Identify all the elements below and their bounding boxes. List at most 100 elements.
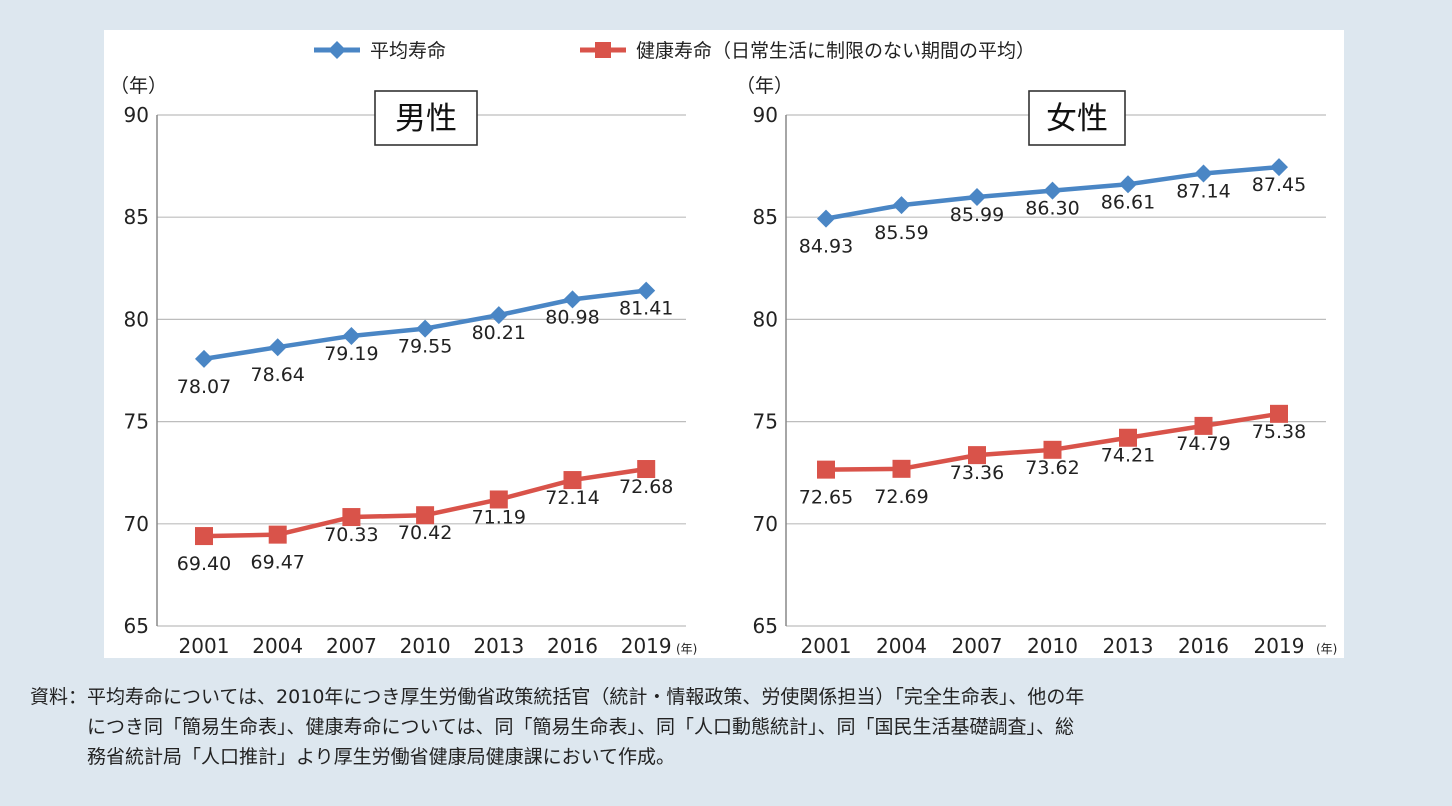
chart-0: 65 70 75 80 85 90 （年） 2001 2004 2007 2010 2013 2016 2… [110,75,697,658]
data-point [195,527,213,546]
data-label: 73.36 [950,462,1004,484]
data-label: 87.14 [1176,180,1230,202]
data-point [968,187,986,206]
data-label: 87.45 [1252,174,1306,196]
data-point [489,490,508,509]
data-point [195,349,213,368]
y-tick-0: 65 [124,614,149,638]
series-0: 78.07 78.64 79.19 79.55 80.21 80.98 81.41 [177,281,673,398]
chart-1: 65 70 75 80 85 90 （年） 2001 2004 2007 2010 2013 2016 2… [736,75,1337,658]
data-label: 80.21 [472,322,526,344]
data-label: 81.41 [619,298,673,320]
y-tick-3: 80 [124,307,149,331]
y-tick-1: 70 [753,512,778,536]
data-label: 85.59 [874,222,928,244]
data-label: 80.98 [545,306,599,328]
x-tick-3: 2010 [400,634,451,658]
data-label: 79.19 [324,343,378,365]
data-label: 72.69 [874,486,928,508]
source-note: 資料：平均寿命については、2010年につき厚生労働省政策統括官（統計・情報政策、… [30,686,1085,768]
data-label: 69.40 [177,553,231,575]
legend-marker-1 [595,42,611,58]
y-tick-2: 75 [753,410,778,434]
life-expectancy-chart: 平均寿命 健康寿命（日常生活に制限のない期間の平均） 65 70 75 80 85 90 （年）… [110,40,1337,658]
data-point [1119,175,1137,194]
y-tick-1: 70 [124,512,149,536]
data-label: 78.07 [177,376,231,398]
data-point [637,281,656,300]
y-tick-5: 90 [124,103,149,127]
data-point [817,209,835,228]
data-point [416,506,435,525]
data-label: 74.79 [1176,433,1230,455]
data-point [1043,181,1062,200]
panel-title-box [374,90,478,146]
data-label: 75.38 [1252,421,1306,443]
y-tick-0: 65 [753,614,778,638]
data-point [563,290,582,309]
panel-title: 女性 [1046,101,1108,137]
data-point [637,460,656,479]
data-label: 85.99 [950,204,1004,226]
data-point [892,196,911,215]
data-point [416,319,435,338]
x-tick-3: 2010 [1027,634,1078,658]
data-label: 70.33 [324,524,378,546]
x-tick-0: 2001 [179,634,230,658]
y-axis-label: （年） [110,75,167,97]
x-tick-0: 2001 [801,634,852,658]
panel-title: 男性 [395,101,457,137]
legend-item-0: 平均寿命 [314,40,446,62]
data-label: 84.93 [799,236,853,258]
data-point [892,459,911,478]
y-tick-3: 80 [753,307,778,331]
data-label: 74.21 [1101,445,1155,467]
legend-label-1: 健康寿命（日常生活に制限のない期間の平均） [636,40,1035,62]
data-label: 70.42 [398,522,452,544]
y-tick-2: 75 [124,410,149,434]
series-1: 72.65 72.69 73.36 73.62 74.21 74.79 75.38 [799,404,1306,509]
data-point [563,471,582,490]
data-label: 71.19 [472,506,526,528]
data-point [1119,428,1137,447]
data-point [342,508,361,527]
data-label: 86.61 [1101,191,1155,213]
data-point [1270,404,1288,423]
data-point [268,525,287,544]
data-point [1043,440,1062,459]
data-label: 72.14 [545,487,599,509]
data-point [817,460,835,479]
y-tick-5: 90 [753,103,778,127]
x-axis-unit: (年) [676,642,697,656]
x-axis-unit: (年) [1316,642,1337,656]
legend-label-0: 平均寿命 [370,40,446,62]
data-label: 86.30 [1025,198,1079,220]
x-tick-4: 2013 [473,634,524,658]
x-tick-1: 2004 [252,634,303,658]
data-point [1270,158,1288,177]
chart-panel: 平均寿命 健康寿命（日常生活に制限のない期間の平均） 65 70 75 80 85 90 （年）… [104,30,1344,658]
data-point [968,446,986,465]
x-tick-2: 2007 [952,634,1003,658]
x-tick-2: 2007 [326,634,377,658]
x-tick-6: 2019 [621,634,672,658]
panel-title-box [1028,90,1126,146]
data-point [1194,416,1213,435]
x-tick-1: 2004 [876,634,927,658]
data-point [268,338,287,357]
y-axis-label: （年） [736,75,793,97]
legend-item-1: 健康寿命（日常生活に制限のない期間の平均） [580,40,1035,62]
series-0: 84.93 85.59 85.99 86.30 86.61 87.14 87.45 [799,158,1306,258]
x-tick-5: 2016 [1178,634,1229,658]
data-label: 73.62 [1025,457,1079,479]
x-tick-5: 2016 [547,634,598,658]
series-1: 69.40 69.47 70.33 70.42 71.19 72.14 72.68 [177,460,673,575]
y-tick-4: 85 [753,205,778,229]
data-point [1194,164,1213,183]
data-label: 69.47 [250,552,304,574]
x-tick-6: 2019 [1254,634,1305,658]
y-tick-4: 85 [124,205,149,229]
x-tick-4: 2013 [1103,634,1154,658]
legend-marker-0 [328,41,346,59]
data-point [342,326,361,345]
